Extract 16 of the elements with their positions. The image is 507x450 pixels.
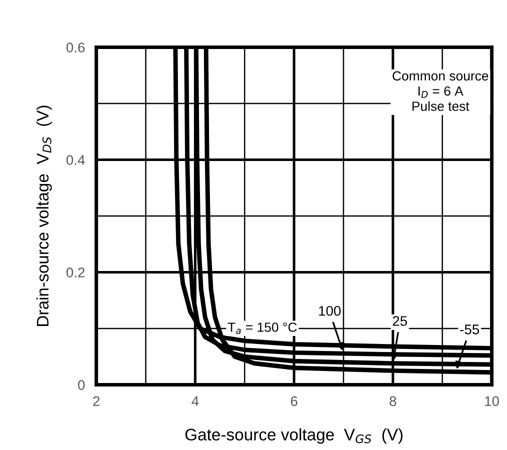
x-tick-label: 10 — [485, 396, 499, 406]
y-axis-title: Drain-source voltage V$_{DS}$ (V) — [36, 106, 52, 326]
x-tick-label: 4 — [192, 396, 199, 406]
x-tick-label: 6 — [290, 396, 298, 406]
x-tick-label: 8 — [390, 396, 396, 406]
x-axis-title: Gate-source voltage V$_{GS}$ (V) — [185, 428, 403, 444]
x-tick-label: 2 — [93, 396, 100, 406]
annotation: 25 — [392, 316, 408, 326]
annotation: 100 — [319, 306, 341, 316]
y-tick-label: 0 — [78, 380, 85, 390]
y-tick-label: 0.4 — [66, 155, 85, 165]
y-tick-label: 0.6 — [66, 42, 85, 52]
y-tick-label: 0.2 — [66, 268, 85, 278]
annotation: T$_{a}$ = 150 °C — [228, 322, 297, 334]
annotation: Common source I$_{D}$ = 6 A Pulse test — [392, 71, 488, 111]
annotation: -55 — [460, 324, 480, 334]
